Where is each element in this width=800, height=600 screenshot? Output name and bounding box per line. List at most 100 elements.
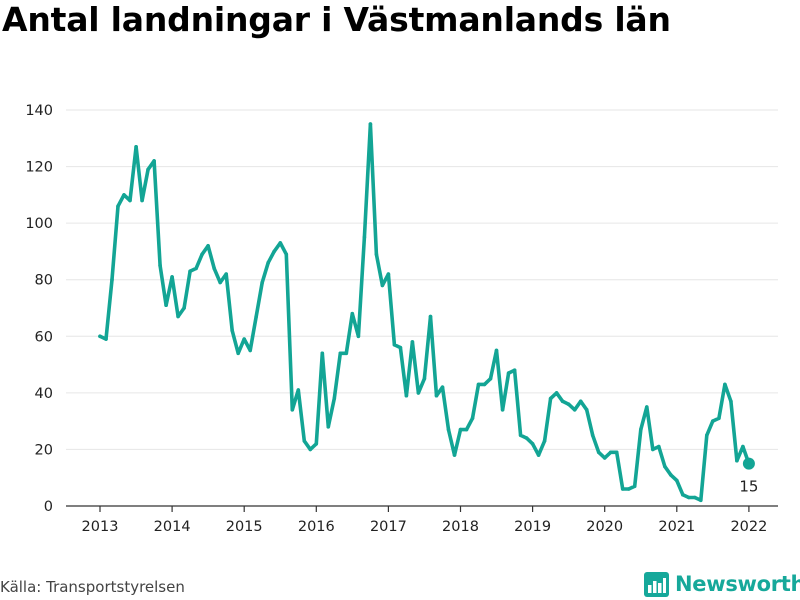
x-tick-label: 2022	[730, 519, 767, 535]
data-point	[488, 376, 493, 381]
source-note: Källa: Transportstyrelsen	[0, 578, 185, 596]
data-point	[482, 382, 487, 387]
data-point	[524, 436, 529, 440]
data-point	[188, 269, 192, 274]
data-point	[428, 314, 433, 319]
x-tick-label: 2020	[586, 519, 623, 535]
data-point	[590, 433, 595, 438]
data-point	[194, 266, 198, 271]
data-point	[200, 252, 204, 257]
series-line	[98, 122, 751, 503]
data-point	[464, 427, 469, 432]
data-point	[182, 306, 186, 310]
data-point	[230, 328, 234, 333]
y-tick-label: 120	[25, 160, 53, 176]
x-axis-ticks: 2013 2014 2015 2016 2017 2018 2019 2020 2021 2022	[82, 506, 767, 535]
data-point	[164, 303, 168, 308]
data-point	[434, 393, 439, 398]
data-point	[368, 122, 373, 126]
data-point	[512, 368, 517, 373]
brand-name: Newsworthy	[675, 572, 800, 596]
data-point	[620, 487, 625, 491]
data-point	[116, 204, 120, 208]
y-tick-label: 20	[35, 442, 53, 458]
data-point	[729, 399, 733, 404]
data-point	[675, 478, 679, 483]
data-point	[158, 263, 162, 268]
data-point	[663, 464, 667, 469]
data-point	[110, 277, 114, 282]
data-point	[572, 408, 577, 412]
data-point	[596, 450, 601, 455]
y-tick-label: 0	[44, 499, 53, 515]
data-point	[446, 427, 451, 432]
data-point	[693, 495, 697, 500]
y-tick-label: 60	[35, 329, 53, 345]
y-tick-label: 80	[35, 273, 53, 289]
data-point	[356, 334, 361, 339]
data-point	[362, 235, 367, 240]
data-point	[206, 244, 210, 248]
data-point	[548, 396, 553, 401]
data-point	[278, 241, 283, 245]
data-point	[681, 492, 685, 497]
data-points	[98, 122, 751, 503]
data-point	[212, 266, 216, 271]
data-point	[152, 159, 156, 163]
data-point	[584, 408, 589, 412]
data-point	[176, 314, 180, 319]
data-point	[566, 402, 571, 407]
newsworthy-logo-icon	[644, 571, 669, 597]
data-point	[272, 249, 277, 254]
data-point	[386, 272, 391, 276]
y-axis-ticks: 0 20 40 60 80 100 120 140	[25, 103, 53, 515]
x-tick-label: 2014	[154, 519, 191, 535]
data-point	[314, 442, 319, 446]
data-point	[645, 405, 649, 409]
data-point	[542, 439, 547, 443]
x-tick-label: 2015	[226, 519, 263, 535]
data-point	[374, 252, 379, 257]
x-tick-label: 2021	[658, 519, 695, 535]
data-point	[458, 427, 463, 432]
data-point	[170, 275, 174, 279]
data-point	[578, 399, 583, 404]
data-point	[494, 348, 499, 353]
data-point	[711, 419, 715, 423]
data-point	[416, 391, 421, 395]
data-point	[530, 442, 535, 446]
data-point	[350, 311, 355, 316]
data-point	[140, 198, 144, 203]
y-tick-label: 100	[25, 216, 53, 232]
data-point	[380, 283, 385, 288]
data-point	[452, 453, 457, 457]
x-tick-label: 2018	[442, 519, 479, 535]
data-point	[476, 382, 481, 387]
data-point	[290, 408, 295, 412]
data-point	[741, 444, 745, 449]
y-tick-label: 140	[25, 103, 53, 119]
data-point	[320, 351, 325, 356]
data-point	[602, 456, 607, 460]
end-point-marker	[742, 457, 755, 470]
data-point	[302, 439, 307, 443]
data-point	[284, 252, 289, 257]
data-point	[735, 458, 739, 463]
data-point	[98, 334, 102, 339]
data-point	[536, 453, 541, 457]
data-point	[296, 388, 301, 392]
x-tick-label: 2013	[82, 519, 119, 535]
brand-logo[interactable]: Newsworthy	[644, 569, 800, 599]
data-point	[626, 487, 631, 491]
data-point	[392, 343, 397, 347]
data-point	[254, 314, 258, 319]
data-point	[669, 473, 673, 477]
data-point	[500, 408, 505, 412]
data-point	[224, 272, 228, 276]
data-point	[632, 484, 637, 489]
data-point	[104, 337, 108, 341]
data-point	[236, 351, 240, 356]
data-point	[554, 391, 559, 395]
data-point	[266, 260, 271, 265]
